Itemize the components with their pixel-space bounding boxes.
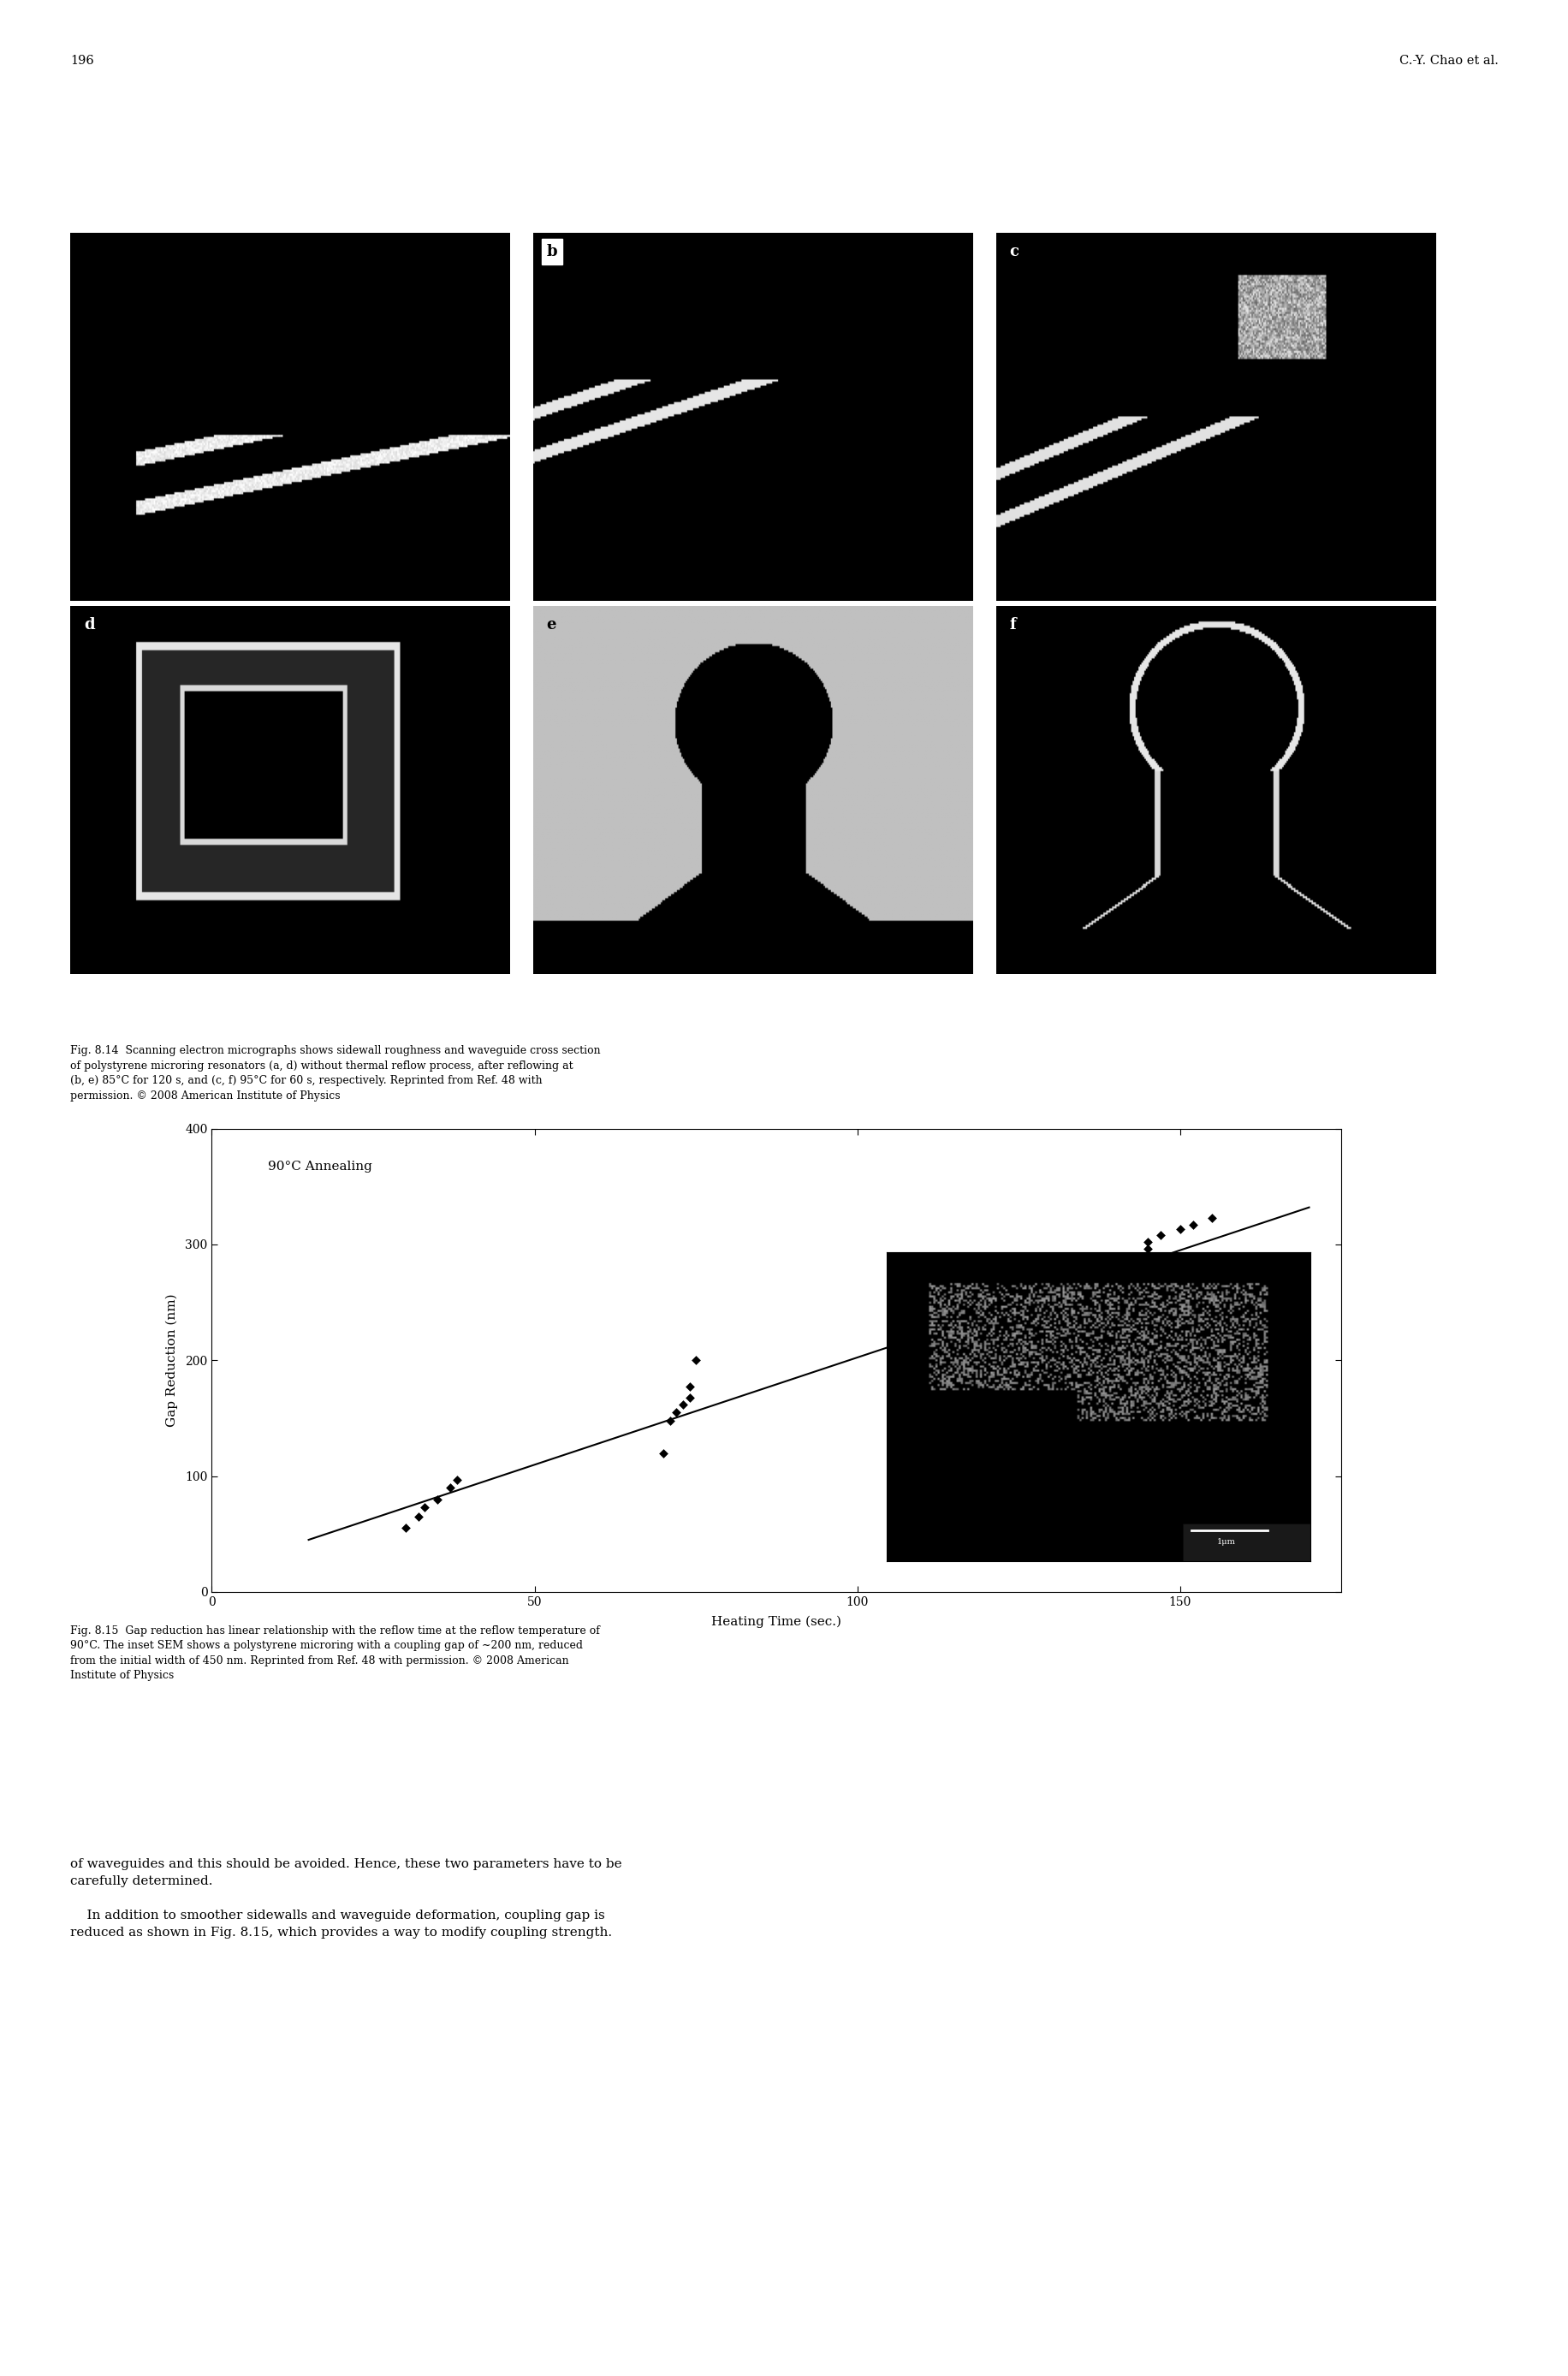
- Point: [406, 1497, 431, 1535]
- Point: [1167, 1209, 1192, 1247]
- Point: [684, 1340, 709, 1378]
- Point: [1135, 1231, 1160, 1269]
- X-axis label: Heating Time (sec.): Heating Time (sec.): [712, 1616, 840, 1628]
- Point: [657, 1402, 682, 1440]
- Point: [663, 1392, 688, 1430]
- Point: [444, 1461, 469, 1499]
- Text: e: e: [546, 618, 557, 632]
- Point: [1179, 1205, 1204, 1243]
- Point: [651, 1433, 676, 1471]
- Text: d: d: [83, 618, 94, 632]
- Text: b: b: [546, 245, 557, 259]
- Y-axis label: Gap Reduction (nm): Gap Reduction (nm): [166, 1293, 177, 1428]
- Text: 90°C Annealing: 90°C Annealing: [268, 1162, 372, 1174]
- Point: [676, 1369, 701, 1407]
- Point: [1102, 1266, 1127, 1304]
- Text: Fig. 8.15  Gap reduction has linear relationship with the reflow time at the ref: Fig. 8.15 Gap reduction has linear relat…: [71, 1625, 601, 1682]
- Text: f: f: [1008, 618, 1016, 632]
- Point: [676, 1378, 701, 1416]
- Point: [412, 1487, 437, 1525]
- Point: [1135, 1224, 1160, 1262]
- Point: [1115, 1257, 1140, 1295]
- Point: [1121, 1250, 1146, 1288]
- Point: [425, 1480, 450, 1518]
- Point: [1200, 1200, 1225, 1238]
- Point: [392, 1509, 417, 1547]
- Text: Fig. 8.14  Scanning electron micrographs shows sidewall roughness and waveguide : Fig. 8.14 Scanning electron micrographs …: [71, 1045, 601, 1102]
- Text: a: a: [83, 245, 94, 259]
- Text: c: c: [1008, 245, 1018, 259]
- Text: 196: 196: [71, 55, 94, 67]
- Text: of waveguides and this should be avoided. Hence, these two parameters have to be: of waveguides and this should be avoided…: [71, 1858, 622, 1939]
- Point: [437, 1468, 463, 1506]
- Text: 1μm: 1μm: [1217, 1537, 1236, 1544]
- Point: [670, 1385, 695, 1423]
- Point: [1148, 1217, 1173, 1255]
- Text: C.-Y. Chao et al.: C.-Y. Chao et al.: [1399, 55, 1497, 67]
